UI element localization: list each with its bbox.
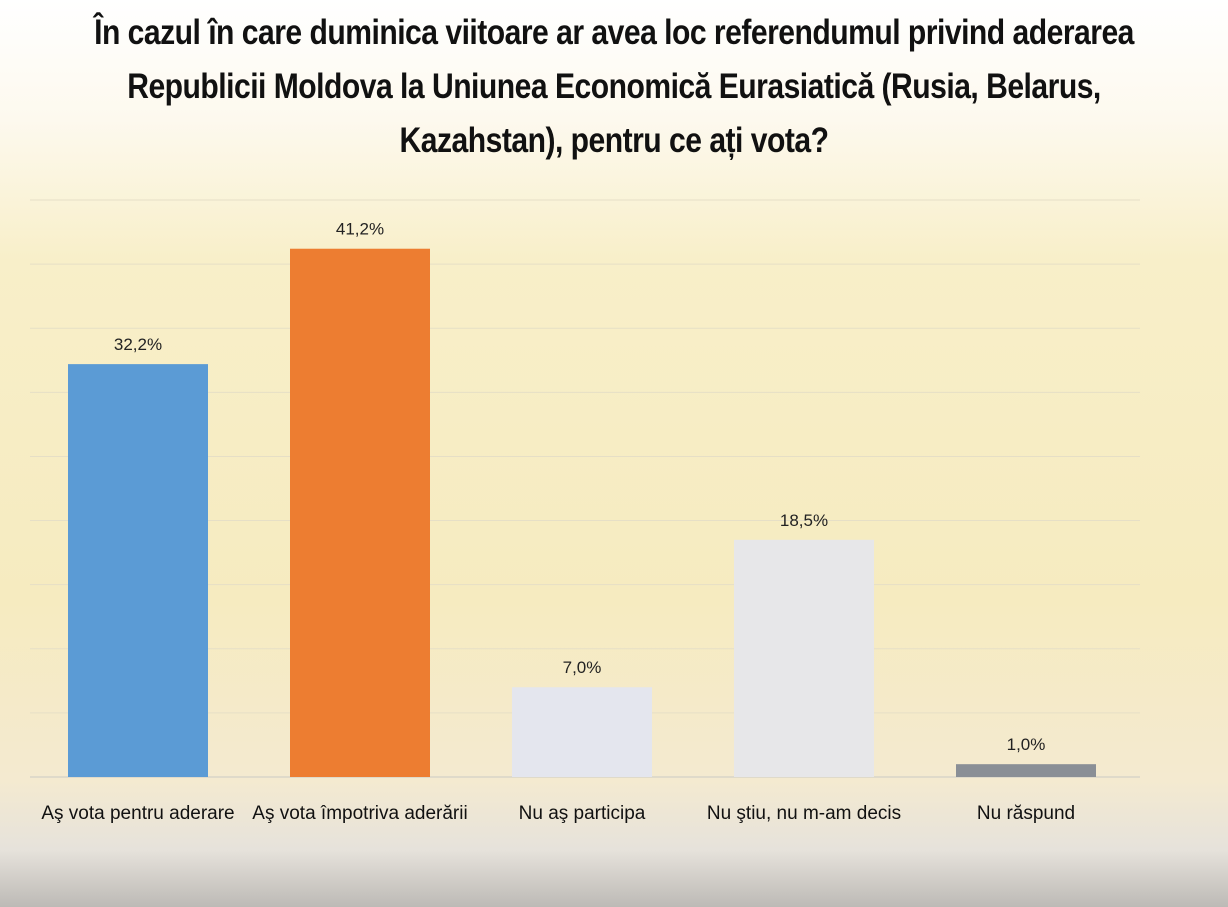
gridlines bbox=[30, 199, 1140, 778]
chart-title-line-3: Kazahstan), pentru ce ați vota? bbox=[399, 121, 829, 160]
bar-3 bbox=[512, 687, 652, 777]
category-label-1: Aş vota pentru aderare bbox=[41, 803, 234, 824]
bar-2 bbox=[290, 248, 430, 778]
bar-5 bbox=[956, 764, 1096, 777]
data-label-3: 7,0% bbox=[563, 658, 602, 677]
data-labels: 32,2% 41,2% 7,0% 18,5% 1,0% bbox=[114, 220, 1045, 754]
category-label-2: Aş vota împotriva aderării bbox=[252, 803, 467, 824]
bar-4 bbox=[734, 539, 874, 777]
chart-title-line-1: În cazul în care duminica viitoare ar av… bbox=[94, 13, 1134, 52]
data-label-4: 18,5% bbox=[780, 511, 828, 530]
data-label-2: 41,2% bbox=[336, 220, 384, 239]
category-label-4: Nu ştiu, nu m-am decis bbox=[707, 803, 901, 824]
data-label-5: 1,0% bbox=[1007, 735, 1046, 754]
bar-1 bbox=[68, 364, 208, 777]
bars bbox=[68, 248, 1096, 778]
category-label-3: Nu aş participa bbox=[519, 803, 646, 824]
category-tick-labels: Aş vota pentru aderare Aş vota împotriva … bbox=[41, 803, 1075, 824]
chart-title: În cazul în care duminica viitoare ar av… bbox=[86, 6, 1142, 168]
data-label-1: 32,2% bbox=[114, 335, 162, 354]
category-label-5: Nu răspund bbox=[977, 803, 1075, 824]
chart-title-line-2: Republicii Moldova la Uniunea Economică … bbox=[127, 67, 1101, 106]
